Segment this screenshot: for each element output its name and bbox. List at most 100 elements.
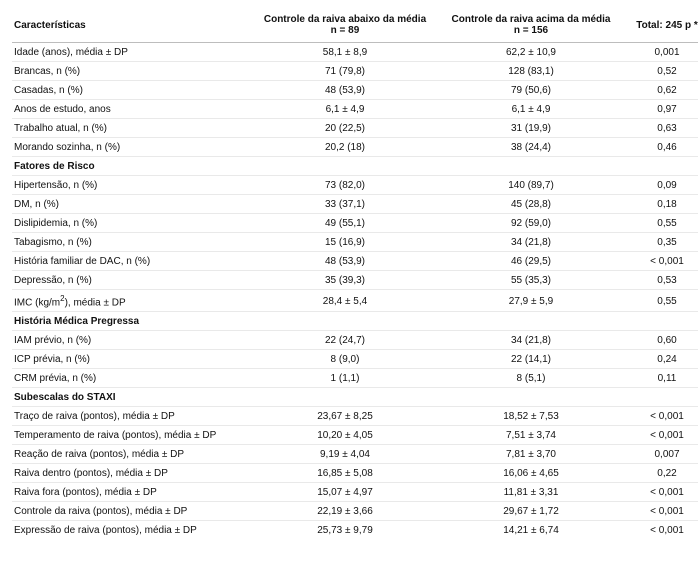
row-label: Traço de raiva (pontos), média ± DP	[12, 407, 252, 426]
section-label: Fatores de Risco	[12, 157, 252, 176]
cell-group1: 48 (53,9)	[252, 81, 438, 100]
cell-pvalue: 0,52	[624, 62, 698, 81]
section-label: Subescalas do STAXI	[12, 388, 252, 407]
cell-pvalue: 0,97	[624, 100, 698, 119]
cell-group1: 20 (22,5)	[252, 119, 438, 138]
cell-pvalue: < 0,001	[624, 426, 698, 445]
row-label: História familiar de DAC, n (%)	[12, 252, 252, 271]
cell-pvalue: 0,62	[624, 81, 698, 100]
characteristics-table: Características Controle da raiva abaixo…	[12, 10, 698, 539]
cell-group2: 7,81 ± 3,70	[438, 445, 624, 464]
cell-group2: 18,52 ± 7,53	[438, 407, 624, 426]
cell-group2: 140 (89,7)	[438, 176, 624, 195]
cell-group1: 22,19 ± 3,66	[252, 502, 438, 521]
cell-pvalue: 0,09	[624, 176, 698, 195]
cell-pvalue: 0,60	[624, 331, 698, 350]
cell-empty	[252, 157, 438, 176]
col-header-total-p: Total: 245 p *	[624, 10, 698, 43]
row-label: DM, n (%)	[12, 195, 252, 214]
cell-group1: 23,67 ± 8,25	[252, 407, 438, 426]
cell-group2: 34 (21,8)	[438, 233, 624, 252]
row-label: Reação de raiva (pontos), média ± DP	[12, 445, 252, 464]
cell-pvalue: 0,63	[624, 119, 698, 138]
cell-group1: 9,19 ± 4,04	[252, 445, 438, 464]
table-row: História familiar de DAC, n (%)48 (53,9)…	[12, 252, 698, 271]
cell-pvalue: 0,55	[624, 290, 698, 312]
cell-empty	[624, 312, 698, 331]
table-row: Raiva fora (pontos), média ± DP15,07 ± 4…	[12, 483, 698, 502]
cell-pvalue: < 0,001	[624, 252, 698, 271]
col-header-below-mean: Controle da raiva abaixo da média n = 89	[252, 10, 438, 43]
cell-pvalue: 0,35	[624, 233, 698, 252]
cell-group2: 8 (5,1)	[438, 369, 624, 388]
cell-pvalue: 0,46	[624, 138, 698, 157]
cell-pvalue: < 0,001	[624, 483, 698, 502]
cell-group1: 25,73 ± 9,79	[252, 521, 438, 540]
table-row: Tabagismo, n (%)15 (16,9)34 (21,8)0,35	[12, 233, 698, 252]
cell-pvalue: < 0,001	[624, 502, 698, 521]
cell-group2: 46 (29,5)	[438, 252, 624, 271]
cell-group1: 28,4 ± 5,4	[252, 290, 438, 312]
row-label: Raiva fora (pontos), média ± DP	[12, 483, 252, 502]
row-label: Hipertensão, n (%)	[12, 176, 252, 195]
table-row: Brancas, n (%)71 (79,8)128 (83,1)0,52	[12, 62, 698, 81]
cell-group1: 15 (16,9)	[252, 233, 438, 252]
row-label: CRM prévia, n (%)	[12, 369, 252, 388]
table-row: Morando sozinha, n (%)20,2 (18)38 (24,4)…	[12, 138, 698, 157]
table-row: Anos de estudo, anos6,1 ± 4,96,1 ± 4,90,…	[12, 100, 698, 119]
cell-pvalue: 0,11	[624, 369, 698, 388]
row-label: Dislipidemia, n (%)	[12, 214, 252, 233]
table-row: História Médica Pregressa	[12, 312, 698, 331]
cell-pvalue: 0,001	[624, 43, 698, 62]
table-row: Reação de raiva (pontos), média ± DP9,19…	[12, 445, 698, 464]
cell-group2: 92 (59,0)	[438, 214, 624, 233]
cell-group1: 58,1 ± 8,9	[252, 43, 438, 62]
table-header: Características Controle da raiva abaixo…	[12, 10, 698, 43]
cell-empty	[438, 312, 624, 331]
table-row: Fatores de Risco	[12, 157, 698, 176]
cell-group1: 20,2 (18)	[252, 138, 438, 157]
cell-pvalue: 0,18	[624, 195, 698, 214]
col-header-characteristics: Características	[12, 10, 252, 43]
row-label: Raiva dentro (pontos), média ± DP	[12, 464, 252, 483]
cell-group1: 49 (55,1)	[252, 214, 438, 233]
cell-empty	[438, 388, 624, 407]
row-label: Controle da raiva (pontos), média ± DP	[12, 502, 252, 521]
col-header-above-mean: Controle da raiva acima da média n = 156	[438, 10, 624, 43]
cell-group1: 71 (79,8)	[252, 62, 438, 81]
cell-group1: 73 (82,0)	[252, 176, 438, 195]
table-row: IAM prévio, n (%)22 (24,7)34 (21,8)0,60	[12, 331, 698, 350]
cell-group1: 1 (1,1)	[252, 369, 438, 388]
cell-group1: 16,85 ± 5,08	[252, 464, 438, 483]
cell-pvalue: 0,55	[624, 214, 698, 233]
table-row: Casadas, n (%)48 (53,9)79 (50,6)0,62	[12, 81, 698, 100]
cell-group1: 6,1 ± 4,9	[252, 100, 438, 119]
row-label: IMC (kg/m2), média ± DP	[12, 290, 252, 312]
cell-group2: 22 (14,1)	[438, 350, 624, 369]
cell-group1: 8 (9,0)	[252, 350, 438, 369]
cell-pvalue: 0,53	[624, 271, 698, 290]
row-label: Depressão, n (%)	[12, 271, 252, 290]
row-label: Morando sozinha, n (%)	[12, 138, 252, 157]
cell-empty	[438, 157, 624, 176]
cell-pvalue: < 0,001	[624, 407, 698, 426]
row-label: ICP prévia, n (%)	[12, 350, 252, 369]
cell-empty	[624, 388, 698, 407]
table-row: Temperamento de raiva (pontos), média ± …	[12, 426, 698, 445]
cell-pvalue: 0,24	[624, 350, 698, 369]
cell-group2: 45 (28,8)	[438, 195, 624, 214]
table-row: IMC (kg/m2), média ± DP28,4 ± 5,427,9 ± …	[12, 290, 698, 312]
cell-group2: 27,9 ± 5,9	[438, 290, 624, 312]
cell-group1: 15,07 ± 4,97	[252, 483, 438, 502]
cell-group2: 14,21 ± 6,74	[438, 521, 624, 540]
table-row: Controle da raiva (pontos), média ± DP22…	[12, 502, 698, 521]
cell-group1: 10,20 ± 4,05	[252, 426, 438, 445]
table-row: DM, n (%)33 (37,1)45 (28,8)0,18	[12, 195, 698, 214]
row-label: Trabalho atual, n (%)	[12, 119, 252, 138]
table-row: CRM prévia, n (%)1 (1,1)8 (5,1)0,11	[12, 369, 698, 388]
table-row: Raiva dentro (pontos), média ± DP16,85 ±…	[12, 464, 698, 483]
row-label: Tabagismo, n (%)	[12, 233, 252, 252]
table-row: ICP prévia, n (%)8 (9,0)22 (14,1)0,24	[12, 350, 698, 369]
cell-group2: 34 (21,8)	[438, 331, 624, 350]
table-row: Idade (anos), média ± DP58,1 ± 8,962,2 ±…	[12, 43, 698, 62]
